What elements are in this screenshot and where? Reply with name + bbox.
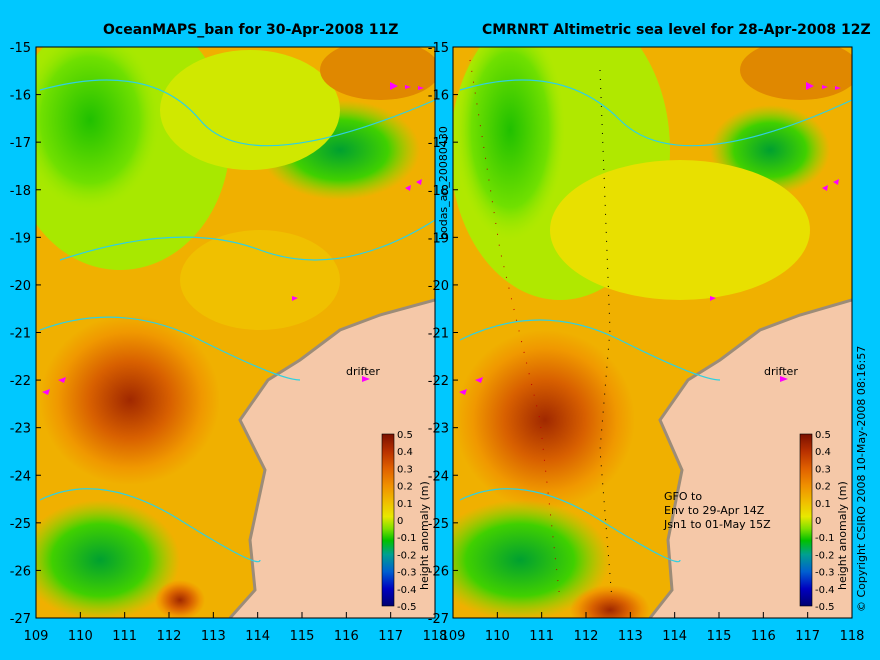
right-y-tick-label: -23 [428,422,449,437]
left-colorbar-ticks: 0.5 0.4 0.3 0.2 0.1 0 -0.1 -0.2 -0.3 -0.4 -0.5 [397,430,417,613]
right-x-tick-label: 117 [795,629,820,644]
right-y-tick-label: -22 [428,374,449,389]
left-x-axis: 109 110 111 112 113 114 115 116 117 118 [24,612,448,644]
left-drifter-markers [42,82,424,395]
left-x-tick-label: 115 [290,629,315,644]
left-y-axis: -15 -16 -17 -18 -19 -20 -21 -22 -23 -24 -25 -26 -27 [10,41,41,627]
left-y-tick-label: -18 [10,184,31,199]
right-colorbar-tick-label: -0.3 [815,568,835,579]
right-y-tick-label: -18 [428,184,449,199]
right-x-tick-label: 112 [574,629,599,644]
left-y-tick-label: -25 [10,517,31,532]
right-map-title: CMRNRT Altimetric sea level for 28-Apr-2… [482,22,871,38]
left-x-tick-label: 112 [157,629,182,644]
right-colorbar-tick-label: 0 [815,516,821,527]
satellite-note-line-1: GFO to [664,490,702,503]
left-colorbar-tick-label: 0.3 [397,464,413,475]
left-y-tick-label: -16 [10,89,31,104]
right-y-tick-label: -17 [428,136,449,151]
right-y-tick-label: -20 [428,279,449,294]
right-x-tick-label: 110 [485,629,510,644]
left-y-tick-label: -27 [10,612,31,627]
left-y-tick-label: -19 [10,231,31,246]
right-colorbar-tick-label: 0.3 [815,464,831,475]
left-colorbar-tick-label: -0.5 [397,602,417,613]
right-x-tick-label: 113 [618,629,643,644]
left-y-tick-label: -24 [10,469,31,484]
left-x-tick-label: 113 [201,629,226,644]
left-y-tick-label: -17 [10,136,31,151]
left-colorbar-tick-label: 0.2 [397,482,413,493]
right-colorbar-tick-label: 0.2 [815,482,831,493]
right-y-tick-label: -15 [428,41,449,56]
right-x-axis: 109 110 111 112 113 114 115 116 117 118 [441,612,865,644]
right-y-tick-label: -24 [428,469,449,484]
right-colorbar-tick-label: -0.2 [815,550,835,561]
left-x-tick-label: 111 [112,629,137,644]
right-y-axis: -15 -16 -17 -18 -19 -20 -21 -22 -23 -24 -25 -26 -27 [428,41,458,627]
right-y-tick-label: -19 [428,231,449,246]
copyright-label: © Copyright CSIRO 2008 10-May-2008 08:16… [855,346,868,612]
right-x-tick-label: 115 [707,629,732,644]
left-y-tick-label: -22 [10,374,31,389]
left-colorbar-tick-label: -0.4 [397,585,417,596]
left-drifter-label: drifter [346,365,380,378]
left-y-tick-label: -15 [10,41,31,56]
run-id-label: bodas_an_20080430 [437,126,450,240]
right-map [453,47,852,618]
right-x-tick-label: 114 [662,629,687,644]
left-map [36,47,435,618]
right-x-tick-label: 118 [840,629,865,644]
left-colorbar-tick-label: 0.1 [397,499,413,510]
right-x-tick-label: 111 [529,629,554,644]
right-colorbar-tick-label: -0.5 [815,602,835,613]
left-colorbar-tick-label: 0.4 [397,447,413,458]
right-colorbar-tick-label: 0.5 [815,430,831,441]
left-colorbar-tick-label: -0.1 [397,533,417,544]
satellite-note-line-2: Env to 29-Apr 14Z [664,504,765,517]
left-colorbar-label: height anomaly (m) [418,481,431,590]
right-colorbar-tick-label: -0.1 [815,533,835,544]
left-x-tick-label: 117 [378,629,403,644]
left-colorbar-tick-label: 0 [397,516,403,527]
left-colorbar-tick-label: 0.5 [397,430,413,441]
left-y-tick-label: -20 [10,279,31,294]
right-y-tick-label: -26 [428,564,449,579]
right-drifter-label: drifter [764,365,798,378]
left-colorbar-tick-label: -0.3 [397,568,417,579]
right-colorbar-tick-label: -0.4 [815,585,835,596]
left-x-tick-label: 114 [245,629,270,644]
left-x-tick-label: 110 [68,629,93,644]
right-y-tick-label: -27 [428,612,449,627]
left-colorbar-tick-label: -0.2 [397,550,417,561]
satellite-note-line-3: Jsn1 to 01-May 15Z [663,518,771,531]
left-map-title: OceanMAPS_ban for 30-Apr-2008 11Z [103,22,399,38]
left-x-tick-label: 116 [334,629,359,644]
right-y-tick-label: -25 [428,517,449,532]
right-x-tick-label: 109 [441,629,466,644]
left-y-tick-label: -26 [10,564,31,579]
right-colorbar-label: height anomaly (m) [836,481,849,590]
left-x-tick-label: 118 [423,629,448,644]
right-y-tick-label: -16 [428,89,449,104]
left-x-tick-label: 109 [24,629,49,644]
right-colorbar-tick-label: 0.4 [815,447,831,458]
right-colorbar [799,433,813,607]
left-colorbar [381,433,395,607]
left-y-tick-label: -23 [10,422,31,437]
right-x-tick-label: 116 [751,629,776,644]
left-y-tick-label: -21 [10,327,31,342]
right-drifter-markers [459,82,841,395]
right-y-tick-label: -21 [428,327,449,342]
right-colorbar-tick-label: 0.1 [815,499,831,510]
right-colorbar-ticks: 0.5 0.4 0.3 0.2 0.1 0 -0.1 -0.2 -0.3 -0.4 -0.5 [815,430,835,613]
